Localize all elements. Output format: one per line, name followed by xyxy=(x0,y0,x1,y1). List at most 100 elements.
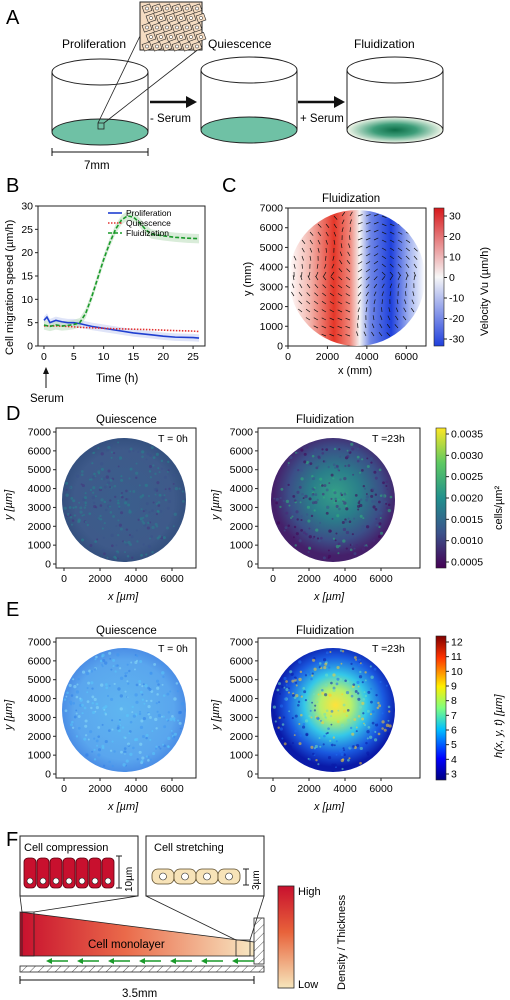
speckle xyxy=(357,692,360,695)
speckle xyxy=(331,517,334,520)
speckle xyxy=(276,691,279,694)
velocity-arrow xyxy=(365,245,371,249)
velocity-arrow xyxy=(329,309,335,313)
speckle xyxy=(361,663,364,666)
speckle xyxy=(366,464,370,468)
speckle xyxy=(112,451,116,455)
speckle xyxy=(374,730,377,733)
chart-b-ticks: 0 5 10 15 20 25 0 5 10 15 20 25 30 xyxy=(21,201,199,364)
x-tick-label: 10 xyxy=(98,351,110,363)
label-proliferation: Proliferation xyxy=(62,37,126,51)
x-tick-label: 25 xyxy=(187,351,199,363)
speckle xyxy=(105,686,109,690)
speckle xyxy=(300,529,304,532)
velocity-arrow xyxy=(325,255,327,261)
speckle xyxy=(386,732,390,735)
y-tick-label: 5 xyxy=(27,317,33,329)
speckle xyxy=(336,514,340,518)
speckle xyxy=(75,709,78,712)
velocity-arrow xyxy=(298,308,303,313)
speckle xyxy=(109,444,113,447)
speckle xyxy=(120,494,122,497)
speckle xyxy=(71,726,75,729)
speckle xyxy=(77,520,81,524)
speckle xyxy=(140,690,143,694)
velocity-arrow xyxy=(330,284,335,289)
speckle xyxy=(181,499,185,503)
velocity-arrow xyxy=(298,292,303,297)
speckle xyxy=(75,690,80,694)
speckle xyxy=(300,695,303,698)
speckle xyxy=(339,455,342,458)
speckle xyxy=(318,662,322,665)
speckle xyxy=(145,733,149,737)
migration-arrows xyxy=(46,958,254,964)
velocity-arrow xyxy=(313,300,319,305)
speckle xyxy=(336,665,340,670)
velocity-arrow xyxy=(313,317,319,321)
cbar-tick-label: 6 xyxy=(451,725,457,737)
speckle xyxy=(327,465,330,469)
speckle xyxy=(96,538,99,541)
speckle xyxy=(325,488,329,492)
x-tick-label: 4000 xyxy=(124,573,148,585)
speckle xyxy=(378,704,382,708)
velocity-arrow xyxy=(357,214,363,217)
speckle xyxy=(144,684,148,688)
speckle xyxy=(132,714,136,718)
speckle xyxy=(122,763,126,767)
cbar-tick-label: 10 xyxy=(449,252,461,264)
migration-arrowhead xyxy=(170,958,176,964)
nucleus xyxy=(159,35,163,39)
speckle xyxy=(94,495,97,498)
speckle xyxy=(156,710,159,713)
speckle xyxy=(90,681,94,685)
y-tick-label: 7000 xyxy=(260,203,284,215)
velocity-arrow xyxy=(380,315,383,321)
speckle xyxy=(325,709,329,713)
speckle xyxy=(356,459,360,463)
chart-b-xlabel: Time (h) xyxy=(96,373,139,385)
speckle xyxy=(287,691,291,694)
speckle xyxy=(355,730,358,733)
speckle xyxy=(102,764,106,768)
speckle xyxy=(305,732,309,736)
speckle xyxy=(342,747,345,750)
speckle xyxy=(334,499,337,502)
speckle xyxy=(152,501,155,504)
x-tick-label: 0 xyxy=(285,351,291,363)
speckle xyxy=(145,736,148,740)
speckle xyxy=(70,523,74,526)
velocity-arrow xyxy=(345,293,351,297)
velocity-arrow xyxy=(396,299,399,305)
velocity-arrow xyxy=(309,239,313,245)
speckle xyxy=(272,705,276,709)
speckle xyxy=(349,726,353,730)
speckle xyxy=(108,760,111,764)
speckle xyxy=(283,676,287,681)
speckle xyxy=(347,517,350,520)
y-tick-label: 6000 xyxy=(28,655,52,667)
speckle xyxy=(95,706,99,710)
speckle xyxy=(148,687,152,691)
speckle xyxy=(375,517,378,521)
nucleus xyxy=(195,6,199,11)
velocity-arrow xyxy=(381,263,386,268)
speckle xyxy=(75,712,78,715)
velocity-arrow xyxy=(410,307,415,313)
speckle xyxy=(378,468,382,472)
velocity-arrow xyxy=(337,293,343,297)
speckle xyxy=(357,685,360,688)
y-tick-label: 7000 xyxy=(230,427,254,439)
speckle xyxy=(352,683,356,687)
panel-c-ylabel: y (mm) xyxy=(242,262,254,296)
speckle xyxy=(125,713,129,718)
velocity-arrow xyxy=(365,229,371,233)
migration-arrowhead xyxy=(232,958,238,964)
speckle xyxy=(102,536,105,539)
speckle xyxy=(293,525,297,529)
velocity-arrow xyxy=(413,263,417,269)
speckle xyxy=(81,712,84,715)
speckle xyxy=(166,692,170,696)
speckle xyxy=(298,677,302,682)
